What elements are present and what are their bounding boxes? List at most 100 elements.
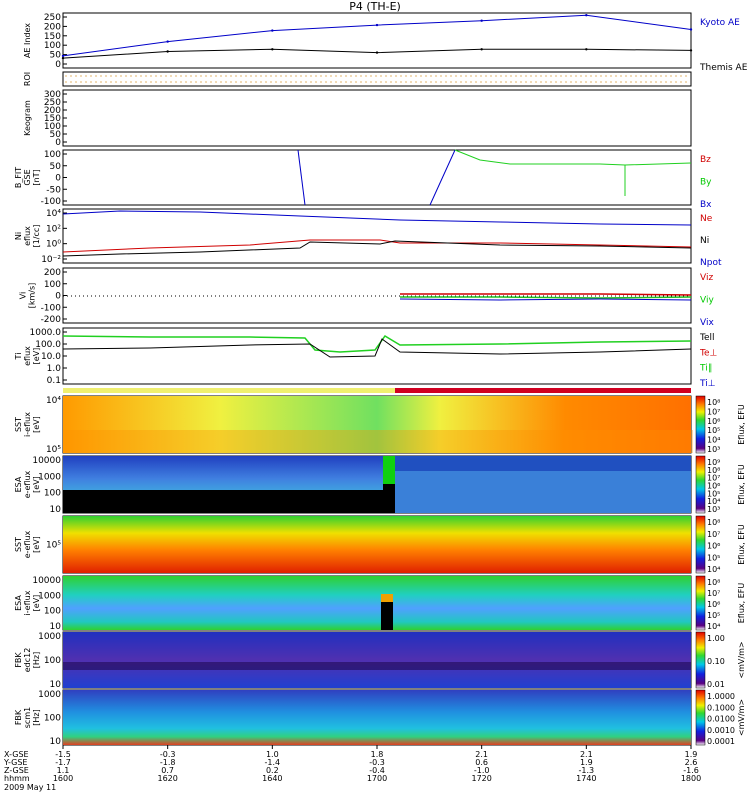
roi-dot <box>600 75 602 77</box>
roi-dot <box>650 81 652 83</box>
sst-electron-spectrogram <box>63 516 691 573</box>
y-tick-label-ni: 10⁻² <box>41 255 61 265</box>
roi-dot <box>345 75 347 77</box>
roi-dot <box>90 81 92 83</box>
y-tick-label-vi: 100 <box>44 280 61 290</box>
roi-dot <box>295 75 297 77</box>
roi-dot <box>490 75 492 77</box>
roi-dot <box>100 75 102 77</box>
x-axis-value: 2.1 <box>580 750 593 759</box>
roi-dot <box>285 75 287 77</box>
legend-ne: Ne <box>700 214 713 224</box>
roi-dot <box>190 81 192 83</box>
roi-dot <box>290 81 292 83</box>
roi-dot <box>185 81 187 83</box>
roi-dot <box>70 81 72 83</box>
x-axis-value: 2.1 <box>475 750 488 759</box>
roi-dot <box>635 81 637 83</box>
roi-dot <box>80 75 82 77</box>
colorbar-tick-fbk1: 1.00 <box>707 634 725 643</box>
data-point-kyoto-ae <box>689 28 693 31</box>
roi-dot <box>210 75 212 77</box>
ni-line <box>62 240 692 257</box>
roi-dot <box>375 81 377 83</box>
roi-dot <box>285 81 287 83</box>
roi-dot <box>565 75 567 77</box>
roi-dot <box>170 81 172 83</box>
roi-dot <box>390 75 392 77</box>
roi-dot <box>550 75 552 77</box>
x-axis-value: -1.6 <box>683 766 699 775</box>
y-axis-label-ti: eflux <box>23 346 32 366</box>
x-axis-value: -1.3 <box>579 766 595 775</box>
roi-dot <box>255 75 257 77</box>
roi-dot <box>440 81 442 83</box>
roi-dot <box>525 81 527 83</box>
roi-dot <box>605 75 607 77</box>
y-tick-label-keo: 300 <box>44 90 61 100</box>
roi-dot <box>505 81 507 83</box>
colorbar-tick-esa2: 10⁶ <box>707 600 720 609</box>
colorbar-label-sst2: Eflux, EFU <box>737 524 746 565</box>
roi-dot <box>85 75 87 77</box>
y-tick-label-esa1: 100 <box>44 489 61 499</box>
roi-dot <box>365 75 367 77</box>
roi-dot <box>180 75 182 77</box>
colorbar-label-esa2: Eflux, EFU <box>737 583 746 624</box>
legend-bz: Bz <box>700 155 711 165</box>
roi-dot <box>140 75 142 77</box>
roi-dot <box>630 75 632 77</box>
roi-dot <box>195 81 197 83</box>
roi-dot <box>560 81 562 83</box>
roi-dot <box>450 81 452 83</box>
roi-dot <box>315 75 317 77</box>
roi-dot <box>680 81 682 83</box>
data-point-themis-ae <box>585 48 588 51</box>
y-axis-label-ni: Ni <box>14 232 23 240</box>
data-point-themis-ae <box>689 49 693 52</box>
roi-dot <box>355 81 357 83</box>
y-tick-label-fbk2: 10 <box>50 737 62 747</box>
colorbar-label-fbk1: <mV/m> <box>737 641 746 678</box>
roi-dot <box>595 81 597 83</box>
roi-dot <box>330 75 332 77</box>
y-tick-label-keo: 100 <box>44 122 61 132</box>
roi-dot <box>215 75 217 77</box>
y-tick-label-ae: 200 <box>44 22 61 32</box>
roi-dot <box>435 81 437 83</box>
roi-dot <box>265 75 267 77</box>
roi-dot <box>105 81 107 83</box>
y-axis-label-esa2: [eV] <box>32 595 41 612</box>
roi-dot <box>515 75 517 77</box>
y-axis-label-fbk1: [Hz] <box>32 652 41 668</box>
roi-dot <box>195 75 197 77</box>
roi-dot <box>430 81 432 83</box>
roi-dot <box>640 81 642 83</box>
roi-dot <box>150 81 152 83</box>
y-axis-label-bfit: GSE <box>23 169 32 185</box>
y-axis-label-esa2: ESA <box>14 595 23 611</box>
y-axis-label-esa2: i-eflux <box>23 590 32 615</box>
roi-dot <box>620 81 622 83</box>
roi-dot <box>680 75 682 77</box>
x-axis-row-label: Z-GSE <box>4 766 29 775</box>
esa-electron-gap-black <box>383 484 395 513</box>
roi-dot <box>255 81 257 83</box>
y-axis-label-esa1: e-eflux <box>23 470 32 498</box>
y-tick-label-bfit: 50 <box>50 162 62 172</box>
roi-dot <box>95 75 97 77</box>
roi-dot <box>370 81 372 83</box>
roi-dot <box>335 81 337 83</box>
data-point-kyoto-ae <box>480 19 483 22</box>
roi-dot <box>200 81 202 83</box>
roi-dot <box>540 75 542 77</box>
roi-dot <box>565 81 567 83</box>
roi-dot <box>655 75 657 77</box>
plot-title: P4 (TH-E) <box>349 0 401 13</box>
colorbar-tick-esa1: 10⁵ <box>707 489 720 498</box>
esa-ion-gap-orange <box>381 594 393 602</box>
sst-ion-band <box>63 430 693 453</box>
colorbar-sst1 <box>695 395 706 454</box>
x-axis-value: 1.8 <box>371 750 384 759</box>
colorbar-tick-esa2: 10⁴ <box>707 622 720 631</box>
